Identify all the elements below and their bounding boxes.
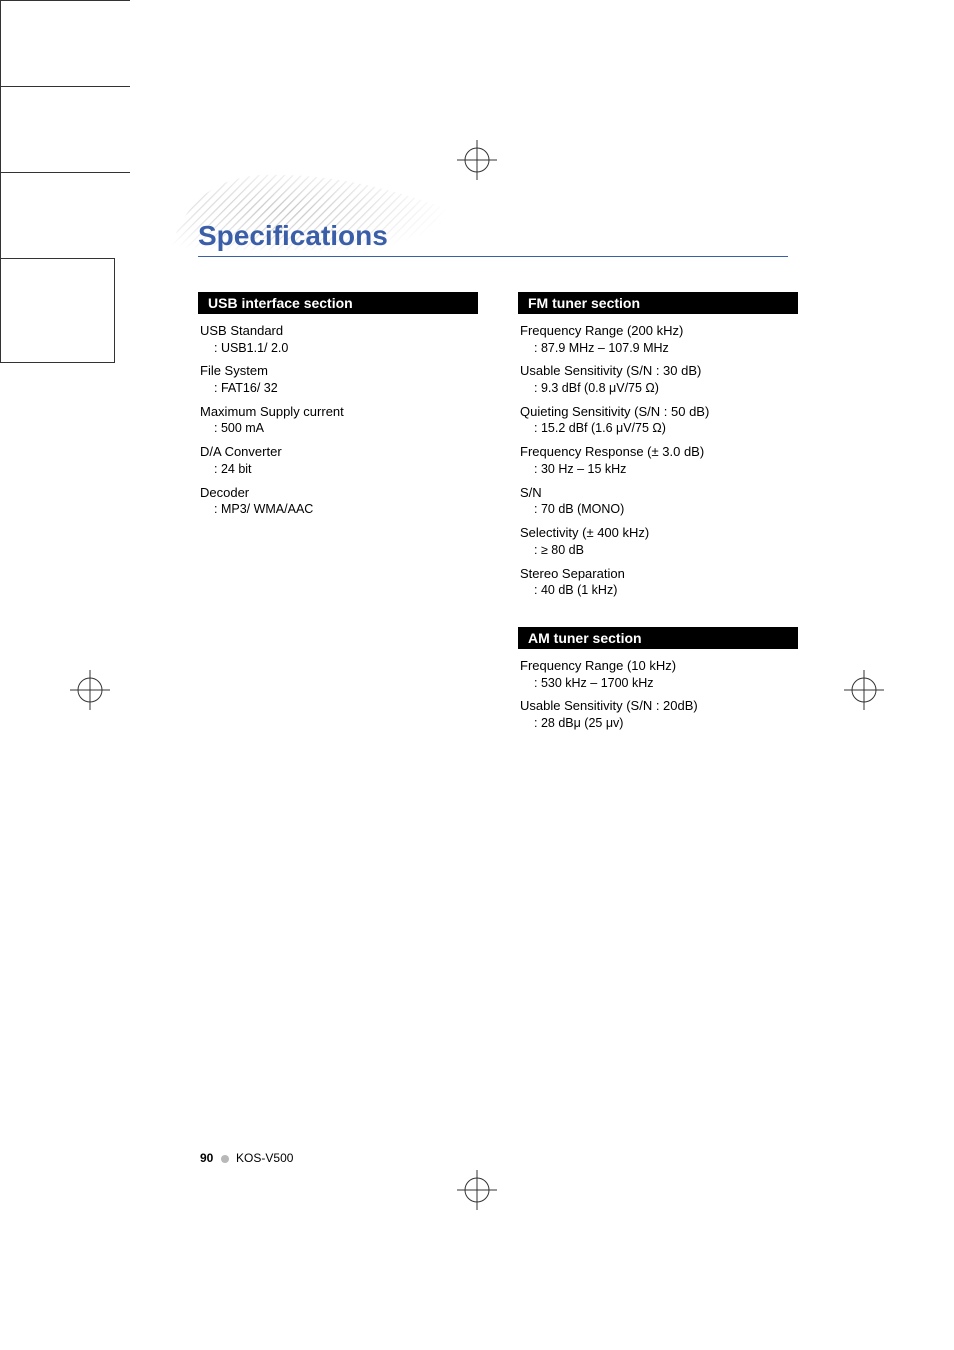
spec-label: USB Standard — [200, 322, 478, 340]
crop-mark — [0, 0, 130, 1]
spec-label: Selectivity (± 400 kHz) — [520, 524, 798, 542]
crop-mark — [0, 86, 130, 87]
title-rule — [198, 256, 788, 257]
spec-label: Frequency Range (200 kHz) — [520, 322, 798, 340]
spec-item: File System : FAT16/ 32 — [198, 362, 478, 396]
footer-model: KOS-V500 — [236, 1151, 293, 1165]
title-section: Specifications — [170, 220, 800, 257]
spec-value: : USB1.1/ 2.0 — [200, 340, 478, 357]
spec-item: Frequency Response (± 3.0 dB) : 30 Hz – … — [518, 443, 798, 477]
spec-label: File System — [200, 362, 478, 380]
page-title: Specifications — [170, 220, 800, 252]
registration-mark-icon — [844, 670, 884, 710]
spec-item: Frequency Range (10 kHz) : 530 kHz – 170… — [518, 657, 798, 691]
page-body: Specifications USB interface section USB… — [170, 220, 800, 760]
spec-label: Stereo Separation — [520, 565, 798, 583]
spec-item: D/A Converter : 24 bit — [198, 443, 478, 477]
section-header: USB interface section — [198, 292, 478, 314]
spec-value: : 87.9 MHz – 107.9 MHz — [520, 340, 798, 357]
spec-label: Maximum Supply current — [200, 403, 478, 421]
spec-item: S/N : 70 dB (MONO) — [518, 484, 798, 518]
spec-item: Quieting Sensitivity (S/N : 50 dB) : 15.… — [518, 403, 798, 437]
spec-label: D/A Converter — [200, 443, 478, 461]
page-number: 90 — [200, 1151, 213, 1165]
registration-mark-icon — [457, 1170, 497, 1210]
crop-mark — [0, 172, 130, 173]
spec-item: Stereo Separation : 40 dB (1 kHz) — [518, 565, 798, 599]
footer-dot-icon — [221, 1155, 229, 1163]
spec-value: : 40 dB (1 kHz) — [520, 582, 798, 599]
spec-value: : MP3/ WMA/AAC — [200, 501, 478, 518]
spec-item: USB Standard : USB1.1/ 2.0 — [198, 322, 478, 356]
spec-label: Frequency Response (± 3.0 dB) — [520, 443, 798, 461]
spec-value: : 24 bit — [200, 461, 478, 478]
spec-value: : 500 mA — [200, 420, 478, 437]
spec-label: Decoder — [200, 484, 478, 502]
spec-value: : 70 dB (MONO) — [520, 501, 798, 518]
spec-label: S/N — [520, 484, 798, 502]
am-section: AM tuner section Frequency Range (10 kHz… — [518, 627, 798, 732]
spec-value: : 30 Hz – 15 kHz — [520, 461, 798, 478]
right-column: FM tuner section Frequency Range (200 kH… — [518, 292, 798, 760]
spec-label: Frequency Range (10 kHz) — [520, 657, 798, 675]
spec-value: : 15.2 dBf (1.6 μV/75 Ω) — [520, 420, 798, 437]
spec-value: : ≥ 80 dB — [520, 542, 798, 559]
spec-item: Maximum Supply current : 500 mA — [198, 403, 478, 437]
columns-container: USB interface section USB Standard : USB… — [170, 292, 800, 760]
crop-mark — [0, 258, 115, 363]
registration-mark-icon — [70, 670, 110, 710]
section-header: AM tuner section — [518, 627, 798, 649]
spec-value: : 28 dBμ (25 μv) — [520, 715, 798, 732]
crop-mark — [0, 173, 1, 258]
page-footer: 90 KOS-V500 — [200, 1151, 293, 1165]
section-header: FM tuner section — [518, 292, 798, 314]
spec-item: Frequency Range (200 kHz) : 87.9 MHz – 1… — [518, 322, 798, 356]
spec-label: Usable Sensitivity (S/N : 20dB) — [520, 697, 798, 715]
spec-item: Decoder : MP3/ WMA/AAC — [198, 484, 478, 518]
spec-value: : FAT16/ 32 — [200, 380, 478, 397]
left-column: USB interface section USB Standard : USB… — [198, 292, 478, 760]
usb-section: USB interface section USB Standard : USB… — [198, 292, 478, 518]
registration-mark-icon — [457, 140, 497, 180]
crop-mark — [0, 1, 1, 86]
crop-mark — [0, 87, 1, 172]
spec-value: : 530 kHz – 1700 kHz — [520, 675, 798, 692]
spec-item: Selectivity (± 400 kHz) : ≥ 80 dB — [518, 524, 798, 558]
spec-item: Usable Sensitivity (S/N : 30 dB) : 9.3 d… — [518, 362, 798, 396]
spec-item: Usable Sensitivity (S/N : 20dB) : 28 dBμ… — [518, 697, 798, 731]
spec-label: Quieting Sensitivity (S/N : 50 dB) — [520, 403, 798, 421]
spec-label: Usable Sensitivity (S/N : 30 dB) — [520, 362, 798, 380]
spec-value: : 9.3 dBf (0.8 μV/75 Ω) — [520, 380, 798, 397]
fm-section: FM tuner section Frequency Range (200 kH… — [518, 292, 798, 599]
